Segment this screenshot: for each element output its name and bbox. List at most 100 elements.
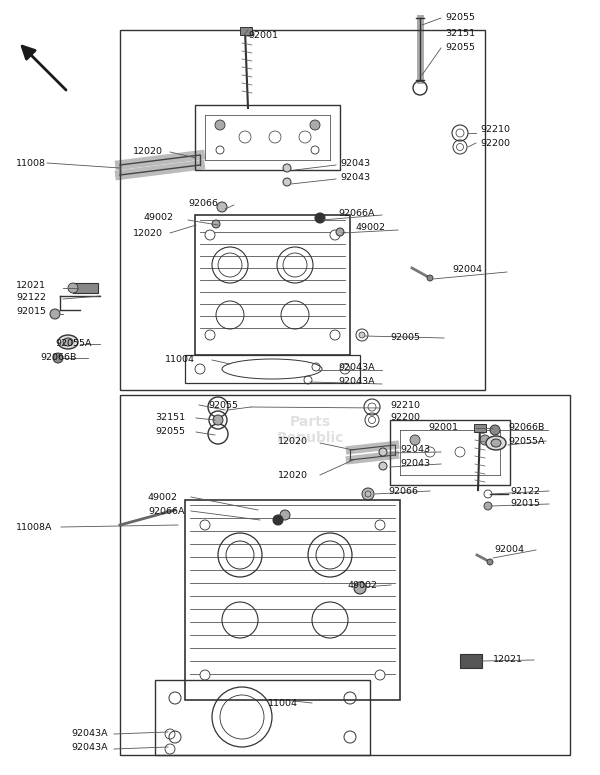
Text: 92043A: 92043A xyxy=(71,728,107,738)
Circle shape xyxy=(375,670,385,680)
Text: 92055: 92055 xyxy=(208,401,238,409)
Text: 92200: 92200 xyxy=(480,139,510,147)
Circle shape xyxy=(359,332,365,338)
Circle shape xyxy=(457,143,464,150)
Circle shape xyxy=(213,415,223,425)
Text: 92005: 92005 xyxy=(390,333,420,343)
Circle shape xyxy=(315,213,325,223)
Circle shape xyxy=(215,120,225,130)
Text: 12020: 12020 xyxy=(278,470,308,480)
Ellipse shape xyxy=(486,436,506,450)
Text: 92210: 92210 xyxy=(480,126,510,135)
Text: 92043: 92043 xyxy=(340,173,370,181)
Circle shape xyxy=(280,510,290,520)
Text: 92200: 92200 xyxy=(390,414,420,422)
Bar xyxy=(185,355,360,383)
Text: 92066A: 92066A xyxy=(148,507,185,515)
Text: 12021: 12021 xyxy=(16,281,46,290)
Bar xyxy=(195,215,350,355)
Circle shape xyxy=(310,120,320,130)
Circle shape xyxy=(205,230,215,240)
Text: Parts
Republic: Parts Republic xyxy=(277,415,344,445)
Bar xyxy=(390,420,510,485)
Circle shape xyxy=(375,520,385,530)
Text: 92066A: 92066A xyxy=(338,208,374,218)
Text: 92043A: 92043A xyxy=(71,743,107,753)
Circle shape xyxy=(410,435,420,445)
Text: 49002: 49002 xyxy=(144,213,174,222)
Circle shape xyxy=(490,425,500,435)
Text: 92066: 92066 xyxy=(388,487,418,495)
Bar xyxy=(460,654,482,668)
Bar xyxy=(474,424,486,432)
Text: 11008: 11008 xyxy=(16,159,46,167)
Text: 92001: 92001 xyxy=(248,30,278,40)
Text: 92066B: 92066B xyxy=(40,353,76,361)
Circle shape xyxy=(205,330,215,340)
Circle shape xyxy=(53,353,63,363)
Text: 92055A: 92055A xyxy=(508,436,545,446)
Text: 12020: 12020 xyxy=(278,438,308,446)
Circle shape xyxy=(212,220,220,228)
Text: 92055: 92055 xyxy=(155,428,185,436)
Text: 92055A: 92055A xyxy=(55,339,91,349)
Bar xyxy=(185,500,400,700)
Text: 32151: 32151 xyxy=(445,29,475,37)
Circle shape xyxy=(456,129,464,137)
Text: 92043: 92043 xyxy=(400,446,430,454)
Circle shape xyxy=(487,559,493,565)
Text: 49002: 49002 xyxy=(348,580,378,590)
Text: 92066: 92066 xyxy=(188,199,218,208)
Text: 49002: 49002 xyxy=(355,223,385,232)
Text: 92004: 92004 xyxy=(452,266,482,274)
Text: 49002: 49002 xyxy=(148,492,178,501)
Circle shape xyxy=(484,502,492,510)
Text: 12020: 12020 xyxy=(133,229,163,237)
Bar xyxy=(155,680,370,755)
Circle shape xyxy=(330,330,340,340)
Text: 92004: 92004 xyxy=(494,546,524,554)
Ellipse shape xyxy=(491,439,501,447)
Circle shape xyxy=(68,283,78,293)
Circle shape xyxy=(200,520,210,530)
Circle shape xyxy=(379,462,387,470)
Text: 92066B: 92066B xyxy=(508,423,544,432)
Text: 92015: 92015 xyxy=(510,500,540,508)
Bar xyxy=(73,283,98,293)
Circle shape xyxy=(330,230,340,240)
Circle shape xyxy=(480,435,490,445)
Text: 92043A: 92043A xyxy=(338,363,374,373)
Text: 32151: 32151 xyxy=(155,414,185,422)
Text: 11004: 11004 xyxy=(268,698,298,708)
Text: 92210: 92210 xyxy=(390,401,420,409)
Text: 92043: 92043 xyxy=(400,460,430,469)
Circle shape xyxy=(368,416,376,423)
Circle shape xyxy=(336,228,344,236)
Text: 92055: 92055 xyxy=(445,43,475,53)
Circle shape xyxy=(283,178,291,186)
Circle shape xyxy=(354,582,366,594)
Circle shape xyxy=(273,515,283,525)
Bar xyxy=(120,395,570,755)
Bar xyxy=(120,30,485,390)
Circle shape xyxy=(217,202,227,212)
Circle shape xyxy=(200,670,210,680)
Text: 11004: 11004 xyxy=(165,356,195,364)
Circle shape xyxy=(283,164,291,172)
Text: 12020: 12020 xyxy=(133,147,163,157)
Text: 12021: 12021 xyxy=(493,656,523,664)
Text: 92001: 92001 xyxy=(428,423,458,432)
Text: 92043: 92043 xyxy=(340,159,370,167)
Circle shape xyxy=(368,403,376,411)
Text: 92043A: 92043A xyxy=(338,377,374,385)
Text: 11008A: 11008A xyxy=(16,522,53,532)
Ellipse shape xyxy=(58,335,78,349)
Circle shape xyxy=(379,448,387,456)
Text: 92055: 92055 xyxy=(445,13,475,22)
Text: 92122: 92122 xyxy=(510,487,540,495)
Bar xyxy=(195,105,340,170)
Circle shape xyxy=(362,488,374,500)
Bar xyxy=(240,27,252,35)
Ellipse shape xyxy=(63,338,73,346)
Text: 92122: 92122 xyxy=(16,294,46,302)
